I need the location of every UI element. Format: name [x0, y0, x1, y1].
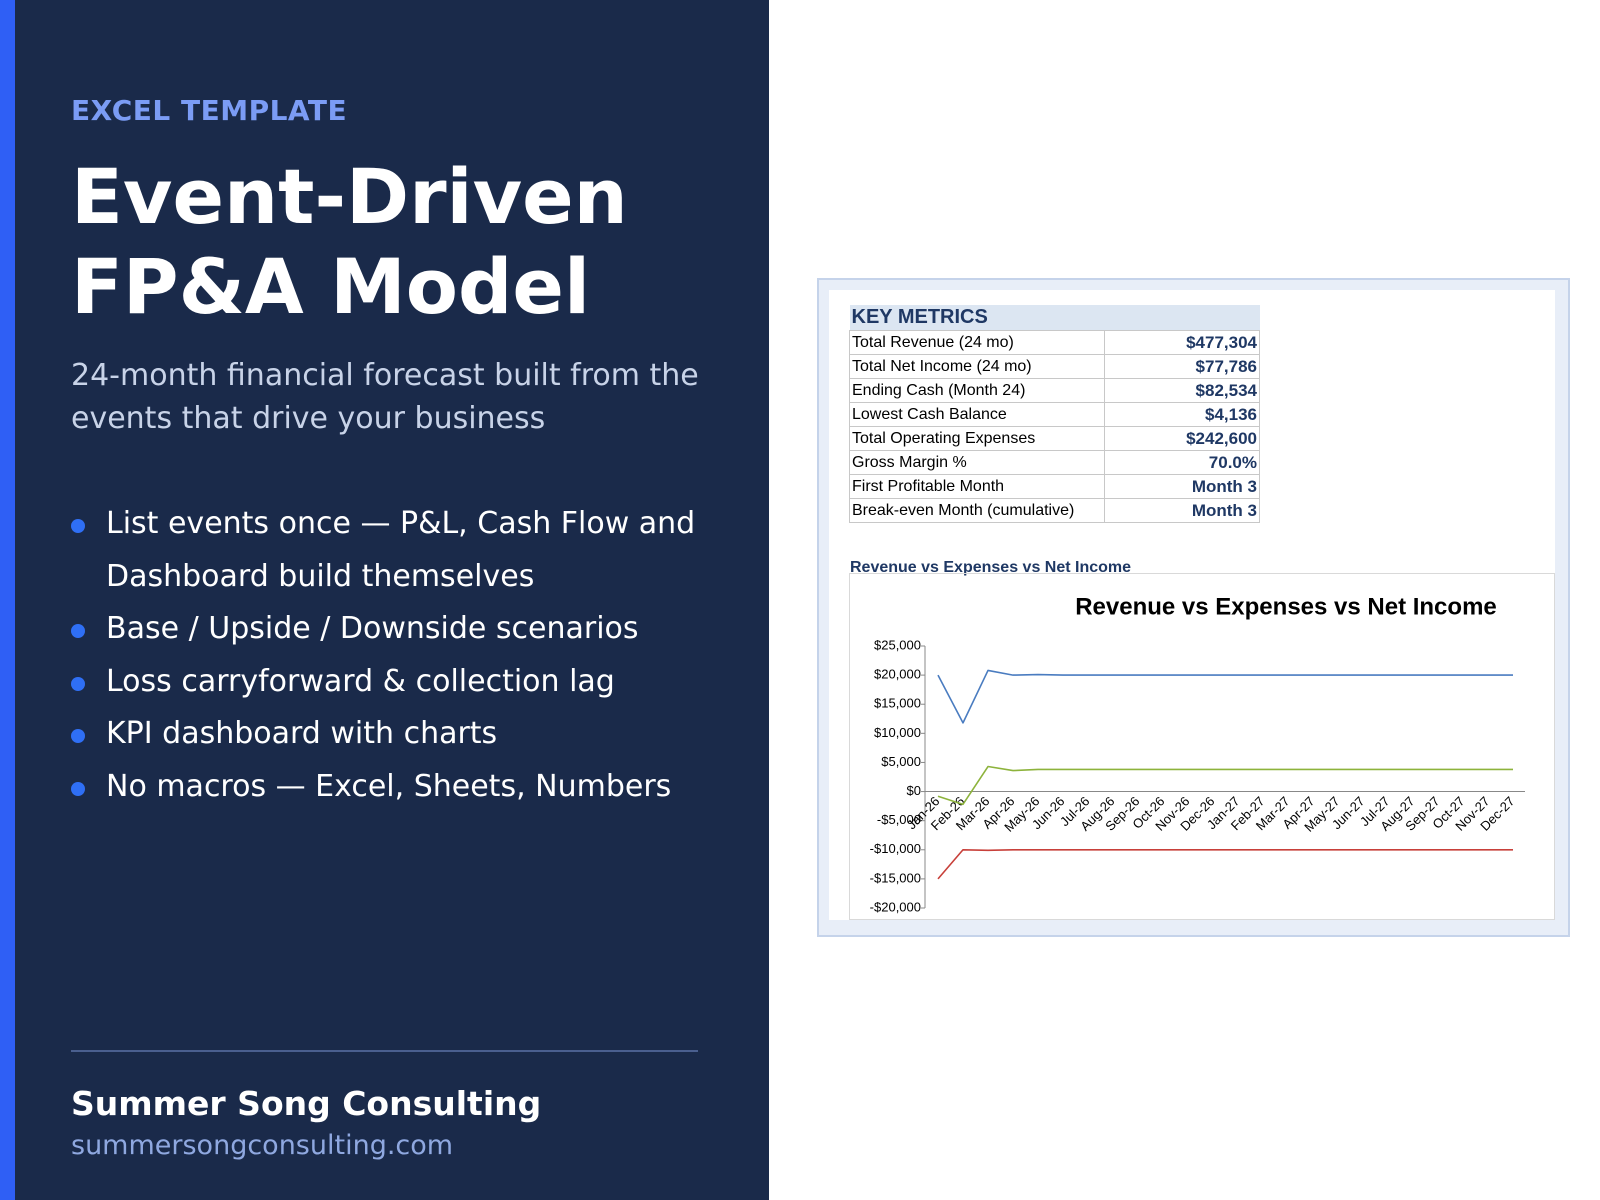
subtitle: 24-month financial forecast built from t…: [71, 358, 699, 436]
metric-row: Total Operating Expenses $242,600: [849, 426, 1260, 451]
metric-label: Lowest Cash Balance: [849, 402, 1105, 427]
metric-value: $4,136: [1104, 402, 1260, 427]
metric-label: First Profitable Month: [849, 474, 1105, 499]
bullet-dot: [71, 781, 85, 796]
y-tick-label: $5,000: [881, 754, 921, 769]
metric-row: First Profitable Month Month 3: [849, 474, 1260, 499]
feature-text: KPI dashboard with charts: [106, 716, 498, 751]
metric-value: $477,304: [1104, 330, 1260, 355]
metric-value: $77,786: [1104, 354, 1260, 379]
metric-row: Lowest Cash Balance $4,136: [849, 402, 1260, 427]
metric-row: Gross Margin % 70.0%: [849, 450, 1260, 475]
screenshot-frame: KEY METRICS Total Revenue (24 mo) $477,30…: [817, 278, 1570, 937]
metric-value: $82,534: [1104, 378, 1260, 403]
website: summersongconsulting.com: [71, 1130, 454, 1161]
feature-text: Loss carryforward & collection lag: [106, 663, 615, 699]
chart-title: Revenue vs Expenses vs Net Income: [1075, 593, 1497, 620]
metrics-table: KEY METRICS Total Revenue (24 mo) $477,30…: [849, 305, 1260, 523]
y-tick-label: $10,000: [874, 725, 921, 740]
left-panel: EXCEL TEMPLATE Event-Driven FP&A Model 2…: [0, 0, 769, 1200]
metric-label: Total Revenue (24 mo): [849, 330, 1105, 355]
feature-text: No macros — Excel, Sheets, Numbers: [106, 768, 672, 804]
feature: Base / Upside / Downside scenarios: [71, 603, 696, 656]
metric-row: Ending Cash (Month 24) $82,534: [849, 378, 1260, 403]
series-line: [937, 669, 1513, 724]
metric-value: Month 3: [1104, 474, 1260, 499]
feature: List events once — P&L, Cash Flow and Da…: [71, 498, 696, 603]
y-tick-label: $15,000: [874, 696, 921, 711]
series-line: [937, 848, 1513, 880]
y-tick-label: -$15,000: [870, 870, 921, 885]
metric-label: Total Operating Expenses: [849, 426, 1105, 451]
feature: KPI dashboard with charts: [71, 708, 696, 761]
title: Event-Driven FP&A Model: [71, 152, 628, 331]
metric-value: Month 3: [1104, 498, 1260, 523]
y-tick-label: -$20,000: [870, 899, 921, 914]
bullet-dot: [71, 624, 85, 638]
company: Summer Song Consulting: [71, 1084, 542, 1123]
metric-label: Gross Margin %: [849, 450, 1105, 475]
eyebrow: EXCEL TEMPLATE: [71, 94, 348, 127]
feature-list: List events once — P&L, Cash Flow and Da…: [71, 498, 696, 813]
metric-row: Total Revenue (24 mo) $477,304: [849, 330, 1260, 355]
y-tick-label: -$5,000: [877, 812, 921, 827]
divider: [71, 1050, 698, 1052]
y-tick-label: $0: [907, 783, 921, 798]
y-tick-label: -$10,000: [870, 841, 921, 856]
metric-value: 70.0%: [1104, 450, 1260, 475]
feature-text: Base / Upside / Downside scenarios: [106, 611, 639, 646]
chart-caption: Revenue vs Expenses vs Net Income: [850, 559, 1132, 576]
feature-text: List events once — P&L, Cash Flow and Da…: [106, 506, 696, 594]
y-tick-label: $20,000: [874, 667, 921, 682]
bullet-dot: [71, 676, 85, 691]
metric-label: Break-even Month (cumulative): [849, 498, 1105, 523]
accent-strip: [0, 0, 15, 1200]
chart: Revenue vs Expenses vs Net Income -$20,0…: [849, 573, 1555, 920]
metric-row: Break-even Month (cumulative) Month 3: [849, 498, 1260, 523]
feature: Loss carryforward & collection lag: [71, 656, 696, 709]
spreadsheet: KEY METRICS Total Revenue (24 mo) $477,30…: [829, 290, 1555, 920]
series-line: [937, 765, 1513, 806]
bullet-dot: [71, 729, 85, 743]
y-tick-label: $25,000: [874, 637, 921, 652]
bullet-dot: [71, 519, 85, 533]
metric-label: Ending Cash (Month 24): [849, 378, 1105, 403]
metric-value: $242,600: [1104, 426, 1260, 451]
table-title: KEY METRICS: [849, 305, 1260, 331]
feature: No macros — Excel, Sheets, Numbers: [71, 761, 696, 814]
metric-label: Total Net Income (24 mo): [849, 354, 1105, 379]
metric-row: Total Net Income (24 mo) $77,786: [849, 354, 1260, 379]
